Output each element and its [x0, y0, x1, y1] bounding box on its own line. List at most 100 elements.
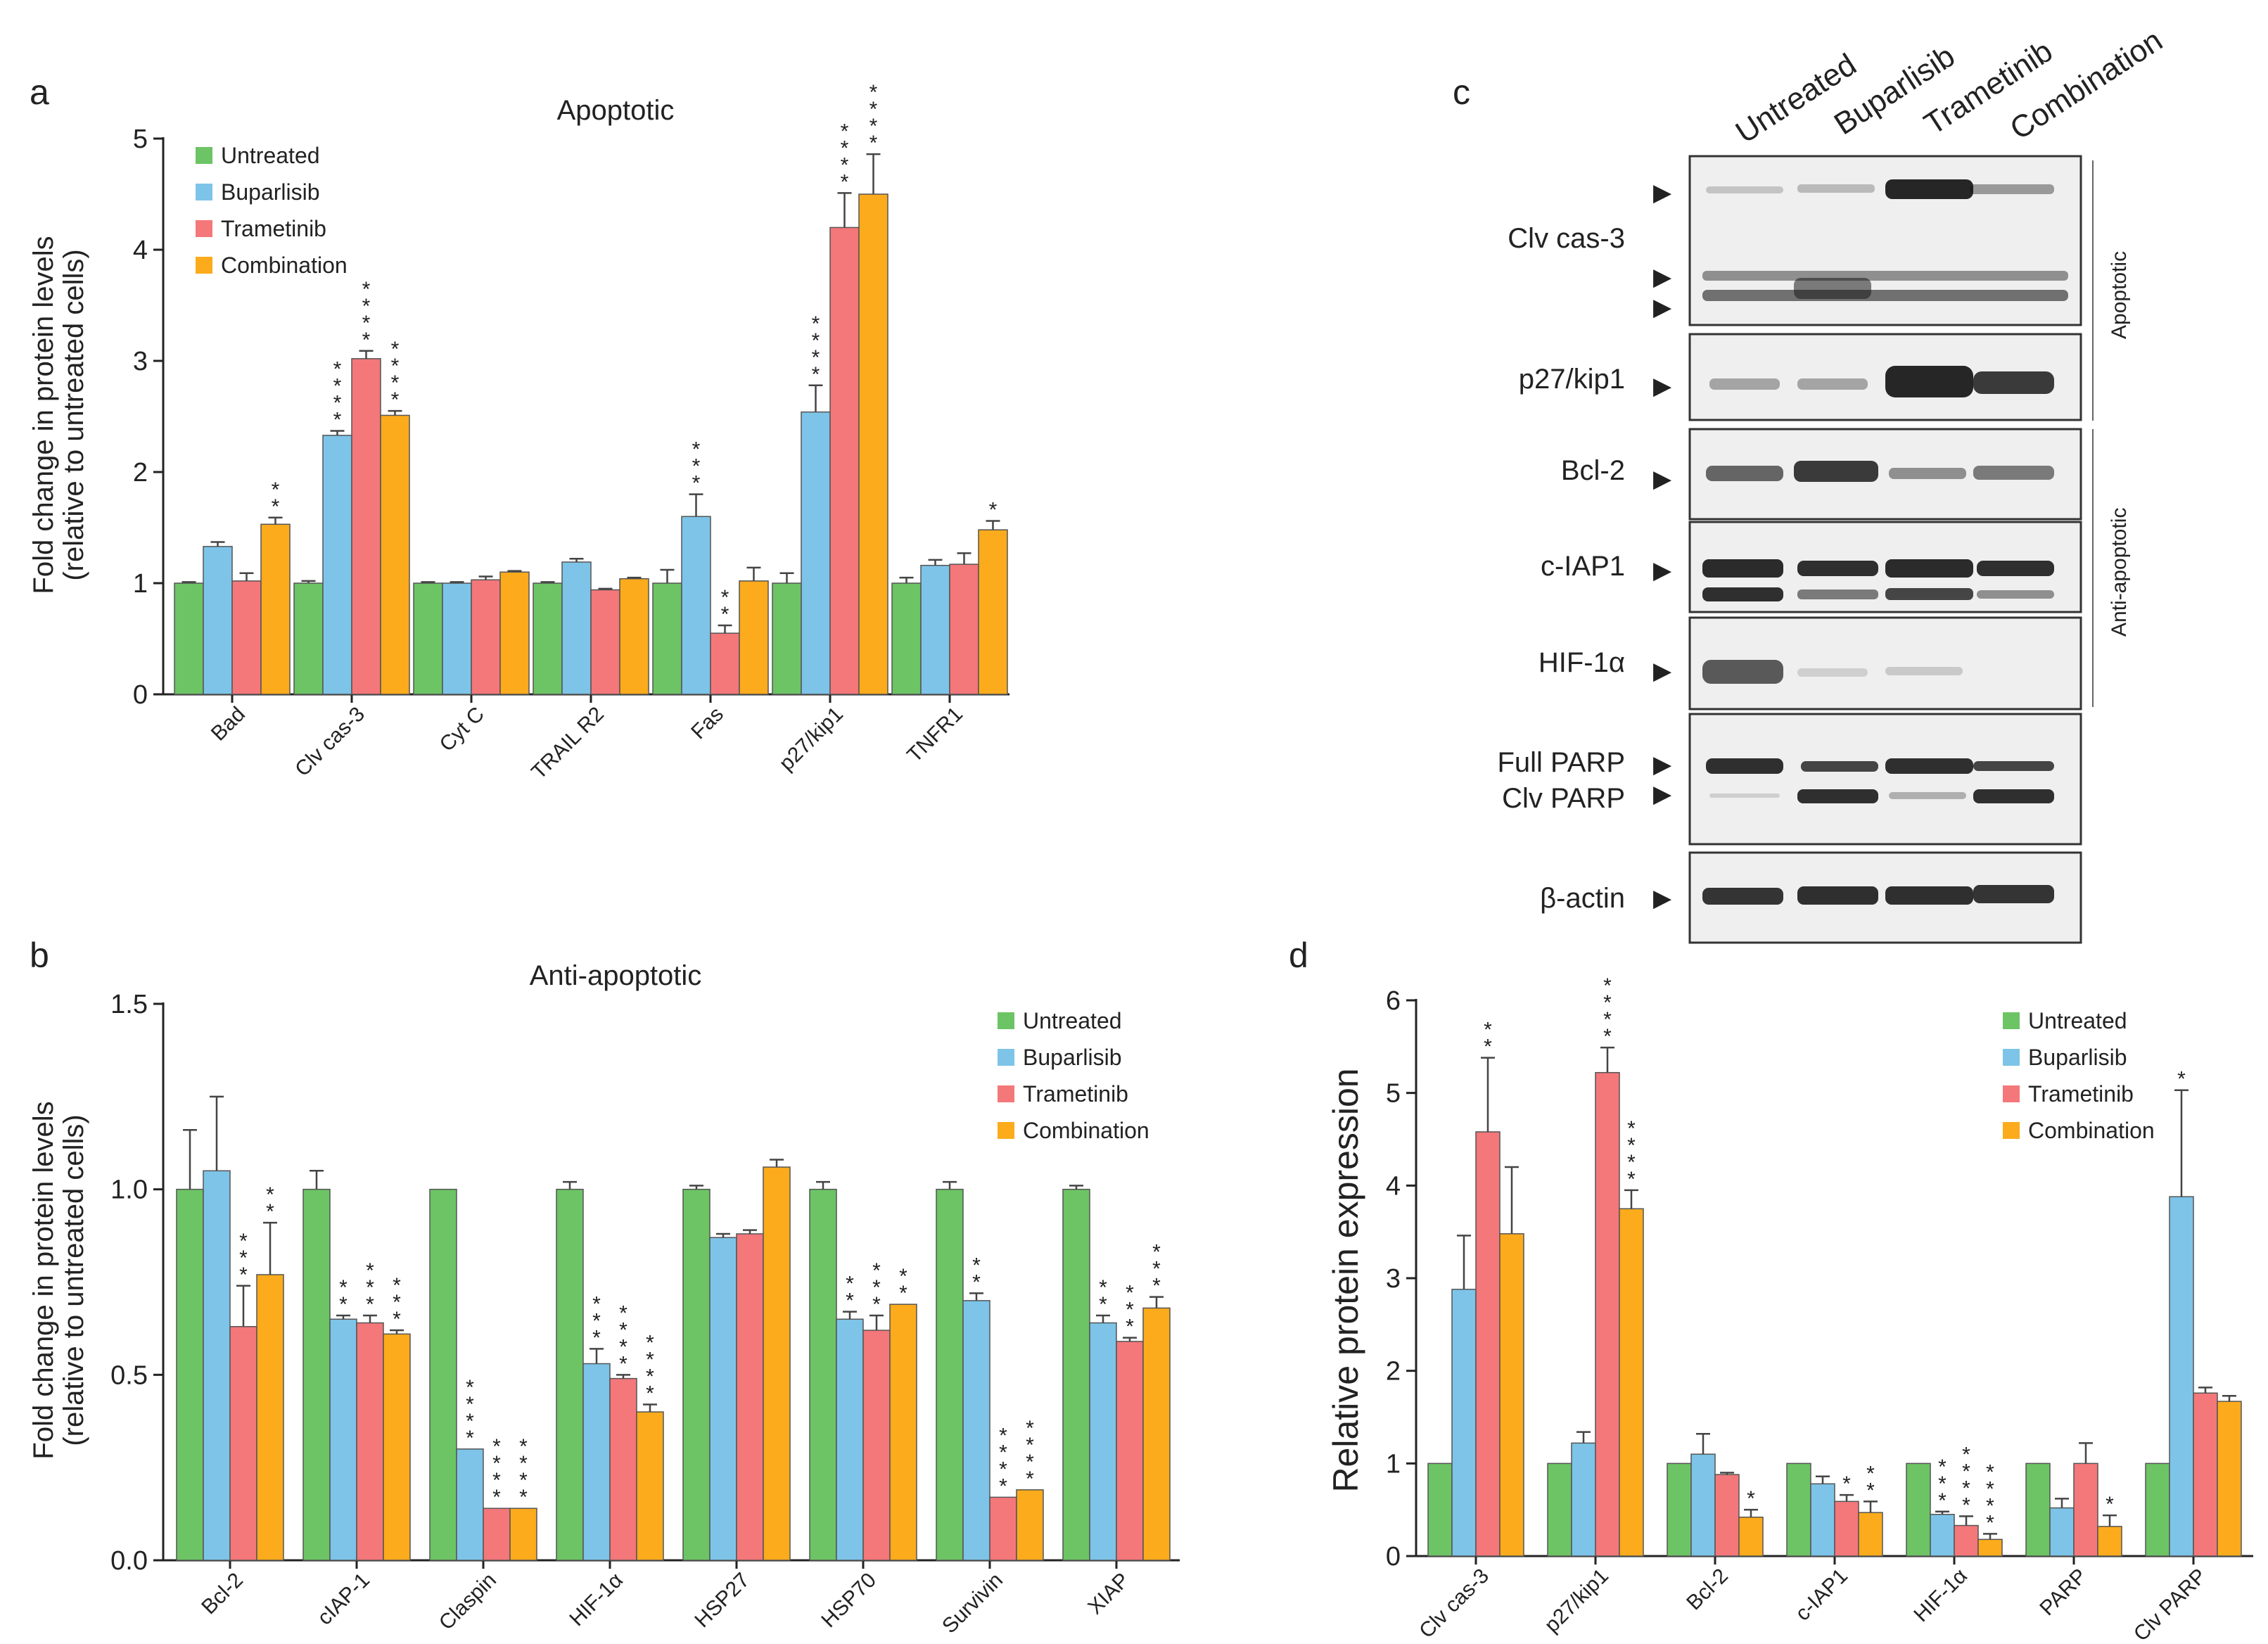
band — [1973, 466, 2054, 480]
significance-star: * — [841, 153, 849, 177]
significance-star: * — [872, 1276, 881, 1299]
significance-star: * — [1484, 1019, 1492, 1042]
x-category-label: Survivin — [938, 1569, 1007, 1638]
significance-star: * — [362, 278, 371, 301]
blot-protein-label: Clv PARP — [1502, 783, 1625, 814]
significance-star: * — [872, 1259, 881, 1282]
legend-label: Buparlisib — [221, 179, 320, 205]
y-tick-label: 0.5 — [110, 1361, 148, 1390]
band-arrow-icon: ▶ — [1653, 658, 1672, 684]
significance-star: * — [1026, 1467, 1034, 1491]
legend-label: Buparlisib — [2028, 1045, 2127, 1070]
significance-star: * — [1126, 1315, 1134, 1339]
bar — [231, 580, 262, 695]
band-arrow-icon: ▶ — [1653, 373, 1672, 400]
band — [1889, 468, 1966, 479]
significance-star: * — [1986, 1494, 1994, 1517]
significance-star: * — [492, 1486, 501, 1509]
bar — [229, 1326, 257, 1561]
band — [1702, 290, 2068, 301]
band-arrow-icon: ▶ — [1653, 557, 1672, 584]
bar — [949, 563, 979, 695]
x-category-label: TRAIL R2 — [527, 703, 609, 784]
band — [1973, 885, 2054, 903]
legend-label: Combination — [2028, 1118, 2155, 1143]
bar — [1714, 1474, 1740, 1557]
x-category-label: TNFR1 — [903, 703, 967, 767]
significance-star: * — [391, 338, 400, 361]
blot-protein-label: Full PARP — [1497, 747, 1625, 778]
y-axis-label: Fold change in protein levels — [28, 1101, 59, 1459]
x-category-label: HSP70 — [817, 1569, 881, 1633]
bar — [351, 358, 381, 695]
legend-swatch — [998, 1122, 1014, 1139]
x-category-label: XIAP — [1083, 1569, 1134, 1619]
significance-star: * — [869, 132, 878, 155]
y-axis-label: Fold change in protein levels — [28, 236, 59, 594]
significance-star: * — [1938, 1472, 1947, 1496]
bar — [772, 582, 802, 695]
bar — [763, 1166, 791, 1561]
significance-star: * — [519, 1452, 528, 1475]
significance-star: * — [272, 495, 280, 518]
band — [1797, 789, 1878, 803]
bar — [2169, 1196, 2194, 1557]
significance-star: * — [272, 478, 280, 502]
bar — [609, 1377, 637, 1561]
significance-star: * — [519, 1469, 528, 1492]
significance-star: * — [393, 1274, 401, 1297]
x-category-label: p27/kip1 — [1540, 1565, 1613, 1638]
x-category-label: Clv cas-3 — [291, 703, 369, 782]
bar — [1786, 1463, 1811, 1557]
significance-star: * — [721, 603, 730, 626]
significance-star: * — [1986, 1460, 1994, 1484]
band — [1885, 758, 1973, 774]
significance-star: * — [846, 1273, 854, 1296]
bar — [356, 1322, 384, 1561]
x-category-label: Bcl-2 — [1682, 1565, 1733, 1615]
significance-star: * — [592, 1326, 601, 1349]
chart-anti-apoptotic: Anti-apoptotic Fold change in protein lev… — [28, 960, 1180, 1638]
significance-star: * — [333, 375, 342, 398]
significance-star: * — [393, 1308, 401, 1331]
band — [1885, 366, 1973, 397]
chart-title: Apoptotic — [557, 95, 675, 126]
bar — [1667, 1463, 1692, 1557]
significance-star: * — [972, 1270, 981, 1294]
bar — [2097, 1526, 2122, 1557]
significance-star: * — [1962, 1443, 1970, 1466]
x-category-label: Clv cas-3 — [1415, 1565, 1493, 1643]
y-tick-label: 4 — [1386, 1171, 1401, 1201]
significance-star: * — [989, 499, 998, 522]
bar — [442, 582, 472, 695]
band — [1797, 886, 1878, 905]
bar — [736, 1233, 764, 1561]
x-category-label: Bad — [207, 703, 250, 746]
y-axis-label-secondary: (relative to untreated cells) — [58, 1114, 89, 1446]
blot-protein-label: Clv cas-3 — [1508, 223, 1625, 254]
significance-star: * — [619, 1335, 627, 1358]
bar — [710, 632, 740, 695]
significance-star: * — [1152, 1241, 1161, 1264]
bar — [619, 578, 649, 695]
significance-star: * — [999, 1458, 1007, 1481]
x-category-label: HIF-1α — [565, 1569, 627, 1631]
y-tick-label: 6 — [1386, 986, 1401, 1016]
significance-star: * — [339, 1293, 348, 1316]
bar — [582, 1363, 611, 1561]
y-axis-label-secondary: (relative to untreated cells) — [58, 249, 89, 580]
y-tick-label: 4 — [133, 236, 148, 265]
blot-protein-label: Bcl-2 — [1561, 455, 1625, 486]
bar — [176, 1188, 204, 1561]
significance-star: * — [1026, 1417, 1034, 1440]
western-blot: Untreated Buparlisib Trametinib Combinat… — [1497, 23, 2169, 944]
bar — [1595, 1071, 1620, 1557]
panel-label-d: d — [1289, 936, 1308, 975]
y-tick-label: 1.5 — [110, 990, 148, 1019]
bar — [1116, 1341, 1144, 1561]
significance-star: * — [841, 136, 849, 160]
legend-label: Untreated — [221, 143, 320, 168]
significance-star: * — [339, 1276, 348, 1299]
band — [1797, 668, 1868, 677]
bar — [1547, 1463, 1572, 1557]
